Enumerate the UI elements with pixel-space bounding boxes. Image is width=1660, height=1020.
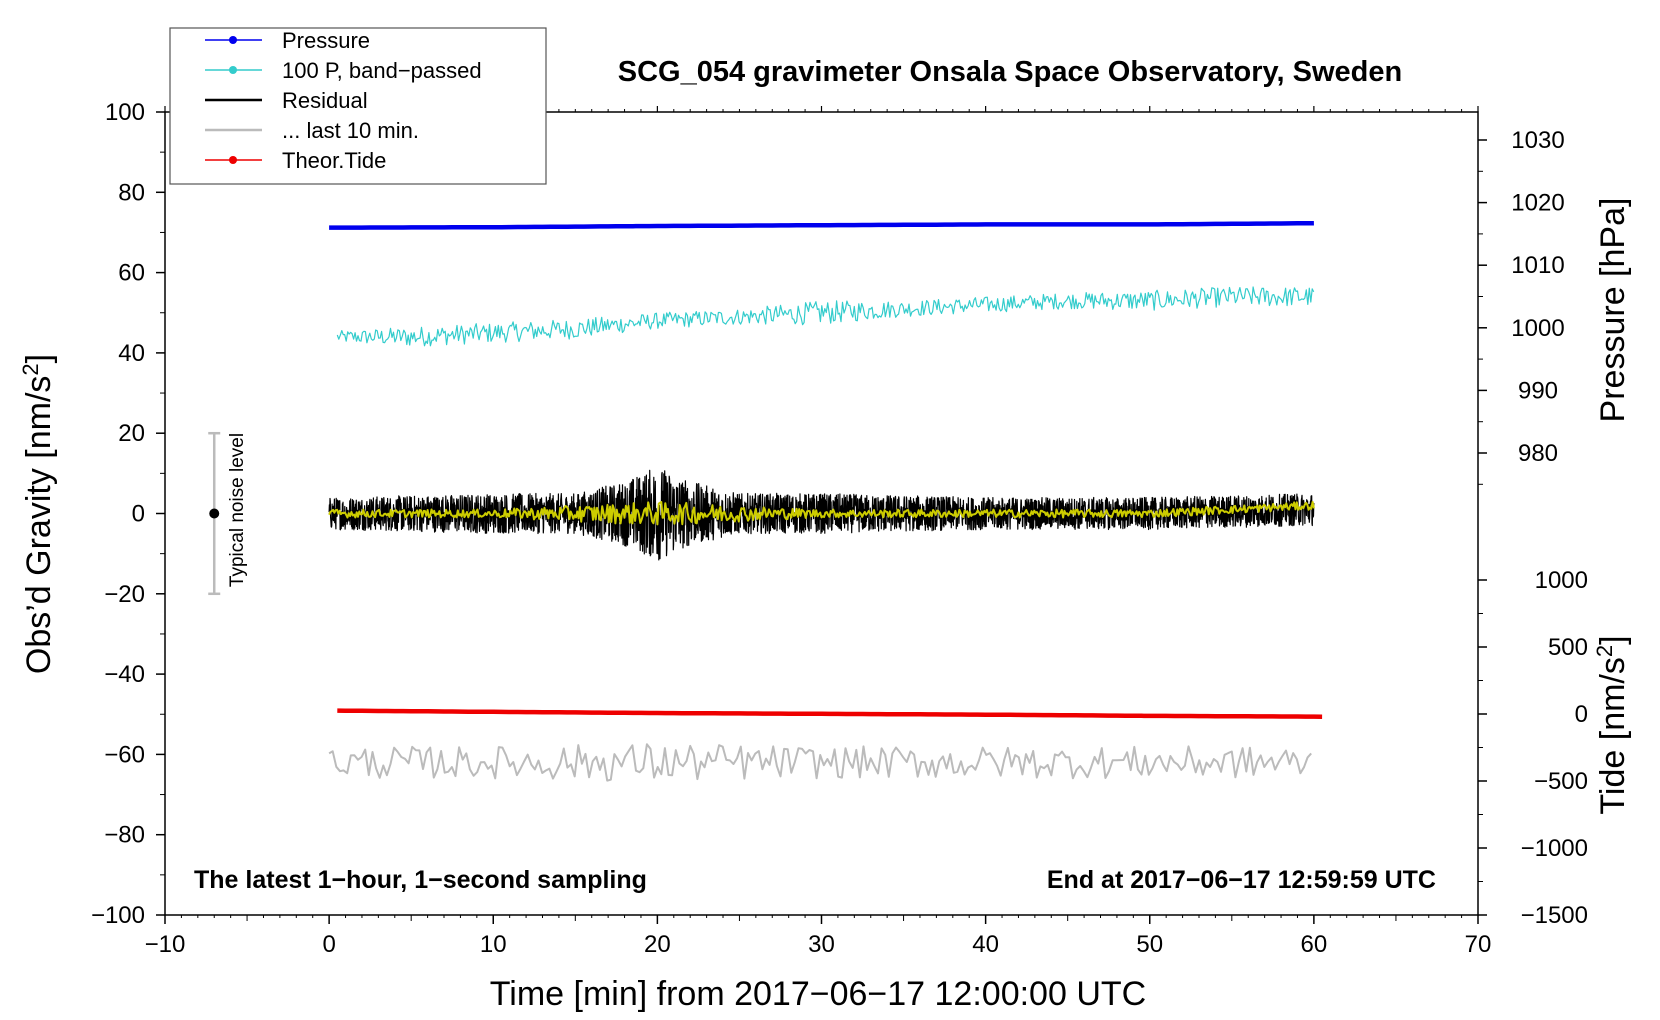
legend-label: Theor.Tide — [282, 148, 386, 173]
legend-label: 100 P, band−passed — [282, 58, 482, 83]
series-line--last-10-min- — [329, 744, 1311, 780]
tide-tick-label: 1000 — [1535, 567, 1588, 594]
x-tick-label: 60 — [1301, 931, 1328, 958]
legend-marker — [229, 36, 237, 44]
y-tick-label: 20 — [118, 420, 145, 447]
annotation-left: The latest 1−hour, 1−second sampling — [194, 866, 647, 894]
series-line-theor-tide — [337, 711, 1322, 717]
tide-tick-label: 0 — [1575, 701, 1588, 728]
plot-series — [329, 223, 1322, 780]
y-tick-label: 40 — [118, 340, 145, 367]
tide-tick-label: −500 — [1534, 768, 1588, 795]
pressure-tick-label: 1030 — [1511, 127, 1564, 154]
pressure-tick-label: 1010 — [1511, 252, 1564, 279]
x-tick-label: 30 — [808, 931, 835, 958]
y-axis-label-left: Obs’d Gravity [nm/s2] — [18, 354, 59, 674]
noise-level-indicator: Typical noise level — [208, 433, 248, 594]
x-tick-label: 70 — [1465, 931, 1492, 958]
y-tick-label: 100 — [105, 99, 145, 126]
x-axis-label: Time [min] from 2017−06−17 12:00:00 UTC — [490, 975, 1146, 1013]
noise-bar-center-dot — [209, 509, 219, 519]
legend-marker — [229, 66, 237, 74]
legend-label: Residual — [282, 88, 368, 113]
legend-marker — [229, 156, 237, 164]
pressure-tick-label: 1000 — [1511, 315, 1564, 342]
pressure-tick-label: 1020 — [1511, 190, 1564, 217]
x-tick-label: 20 — [644, 931, 671, 958]
y-axis-label-left-end: ] — [20, 354, 58, 363]
y-tick-label: −20 — [104, 581, 145, 608]
y-tick-label: −60 — [104, 741, 145, 768]
pressure-tick-label: 990 — [1518, 377, 1558, 404]
y-axis-label-tide-end: ] — [1594, 635, 1632, 644]
y-axis-label-tide: Tide [nm/s2] — [1592, 635, 1633, 814]
legend-label: Pressure — [282, 28, 370, 53]
legend-label: ... last 10 min. — [282, 118, 419, 143]
series-line-pressure — [329, 223, 1314, 227]
y-tick-label: −40 — [104, 661, 145, 688]
pressure-tick-label: 980 — [1518, 440, 1558, 467]
annotation-right: End at 2017−06−17 12:59:59 UTC — [1047, 866, 1436, 894]
y-tick-label: −80 — [104, 822, 145, 849]
y-axis-label-tide-main: Tide [nm/s — [1594, 657, 1632, 814]
y-axis-label-left-sup: 2 — [18, 363, 43, 375]
chart-title: SCG_054 gravimeter Onsala Space Observat… — [618, 56, 1402, 88]
tide-tick-label: −1500 — [1521, 902, 1588, 929]
legend: Pressure 100 P, band−passed Residual ... la… — [170, 28, 546, 184]
x-tick-label: 10 — [480, 931, 507, 958]
x-tick-label: 40 — [972, 931, 999, 958]
x-tick-label: 50 — [1136, 931, 1163, 958]
y-axis-label-tide-sup: 2 — [1592, 645, 1617, 657]
y-tick-label: 80 — [118, 179, 145, 206]
noise-level-label: Typical noise level — [227, 433, 248, 587]
x-tick-label: 0 — [322, 931, 335, 958]
y-axis-label-left-main: Obs’d Gravity [nm/s — [20, 376, 58, 675]
tide-tick-label: −1000 — [1521, 835, 1588, 862]
y-tick-label: −100 — [91, 902, 145, 929]
series-line-100-p-band-passed — [337, 287, 1313, 346]
tide-tick-label: 500 — [1548, 634, 1588, 661]
axis-ticks: −10 0 10 20 30 40 50 60 70−100−80−60−40−20020406… — [91, 99, 1588, 958]
y-tick-label: 60 — [118, 260, 145, 287]
x-tick-label: −10 — [145, 931, 186, 958]
y-tick-label: 0 — [132, 501, 145, 528]
y-axis-label-pressure: Pressure [hPa] — [1594, 198, 1632, 423]
